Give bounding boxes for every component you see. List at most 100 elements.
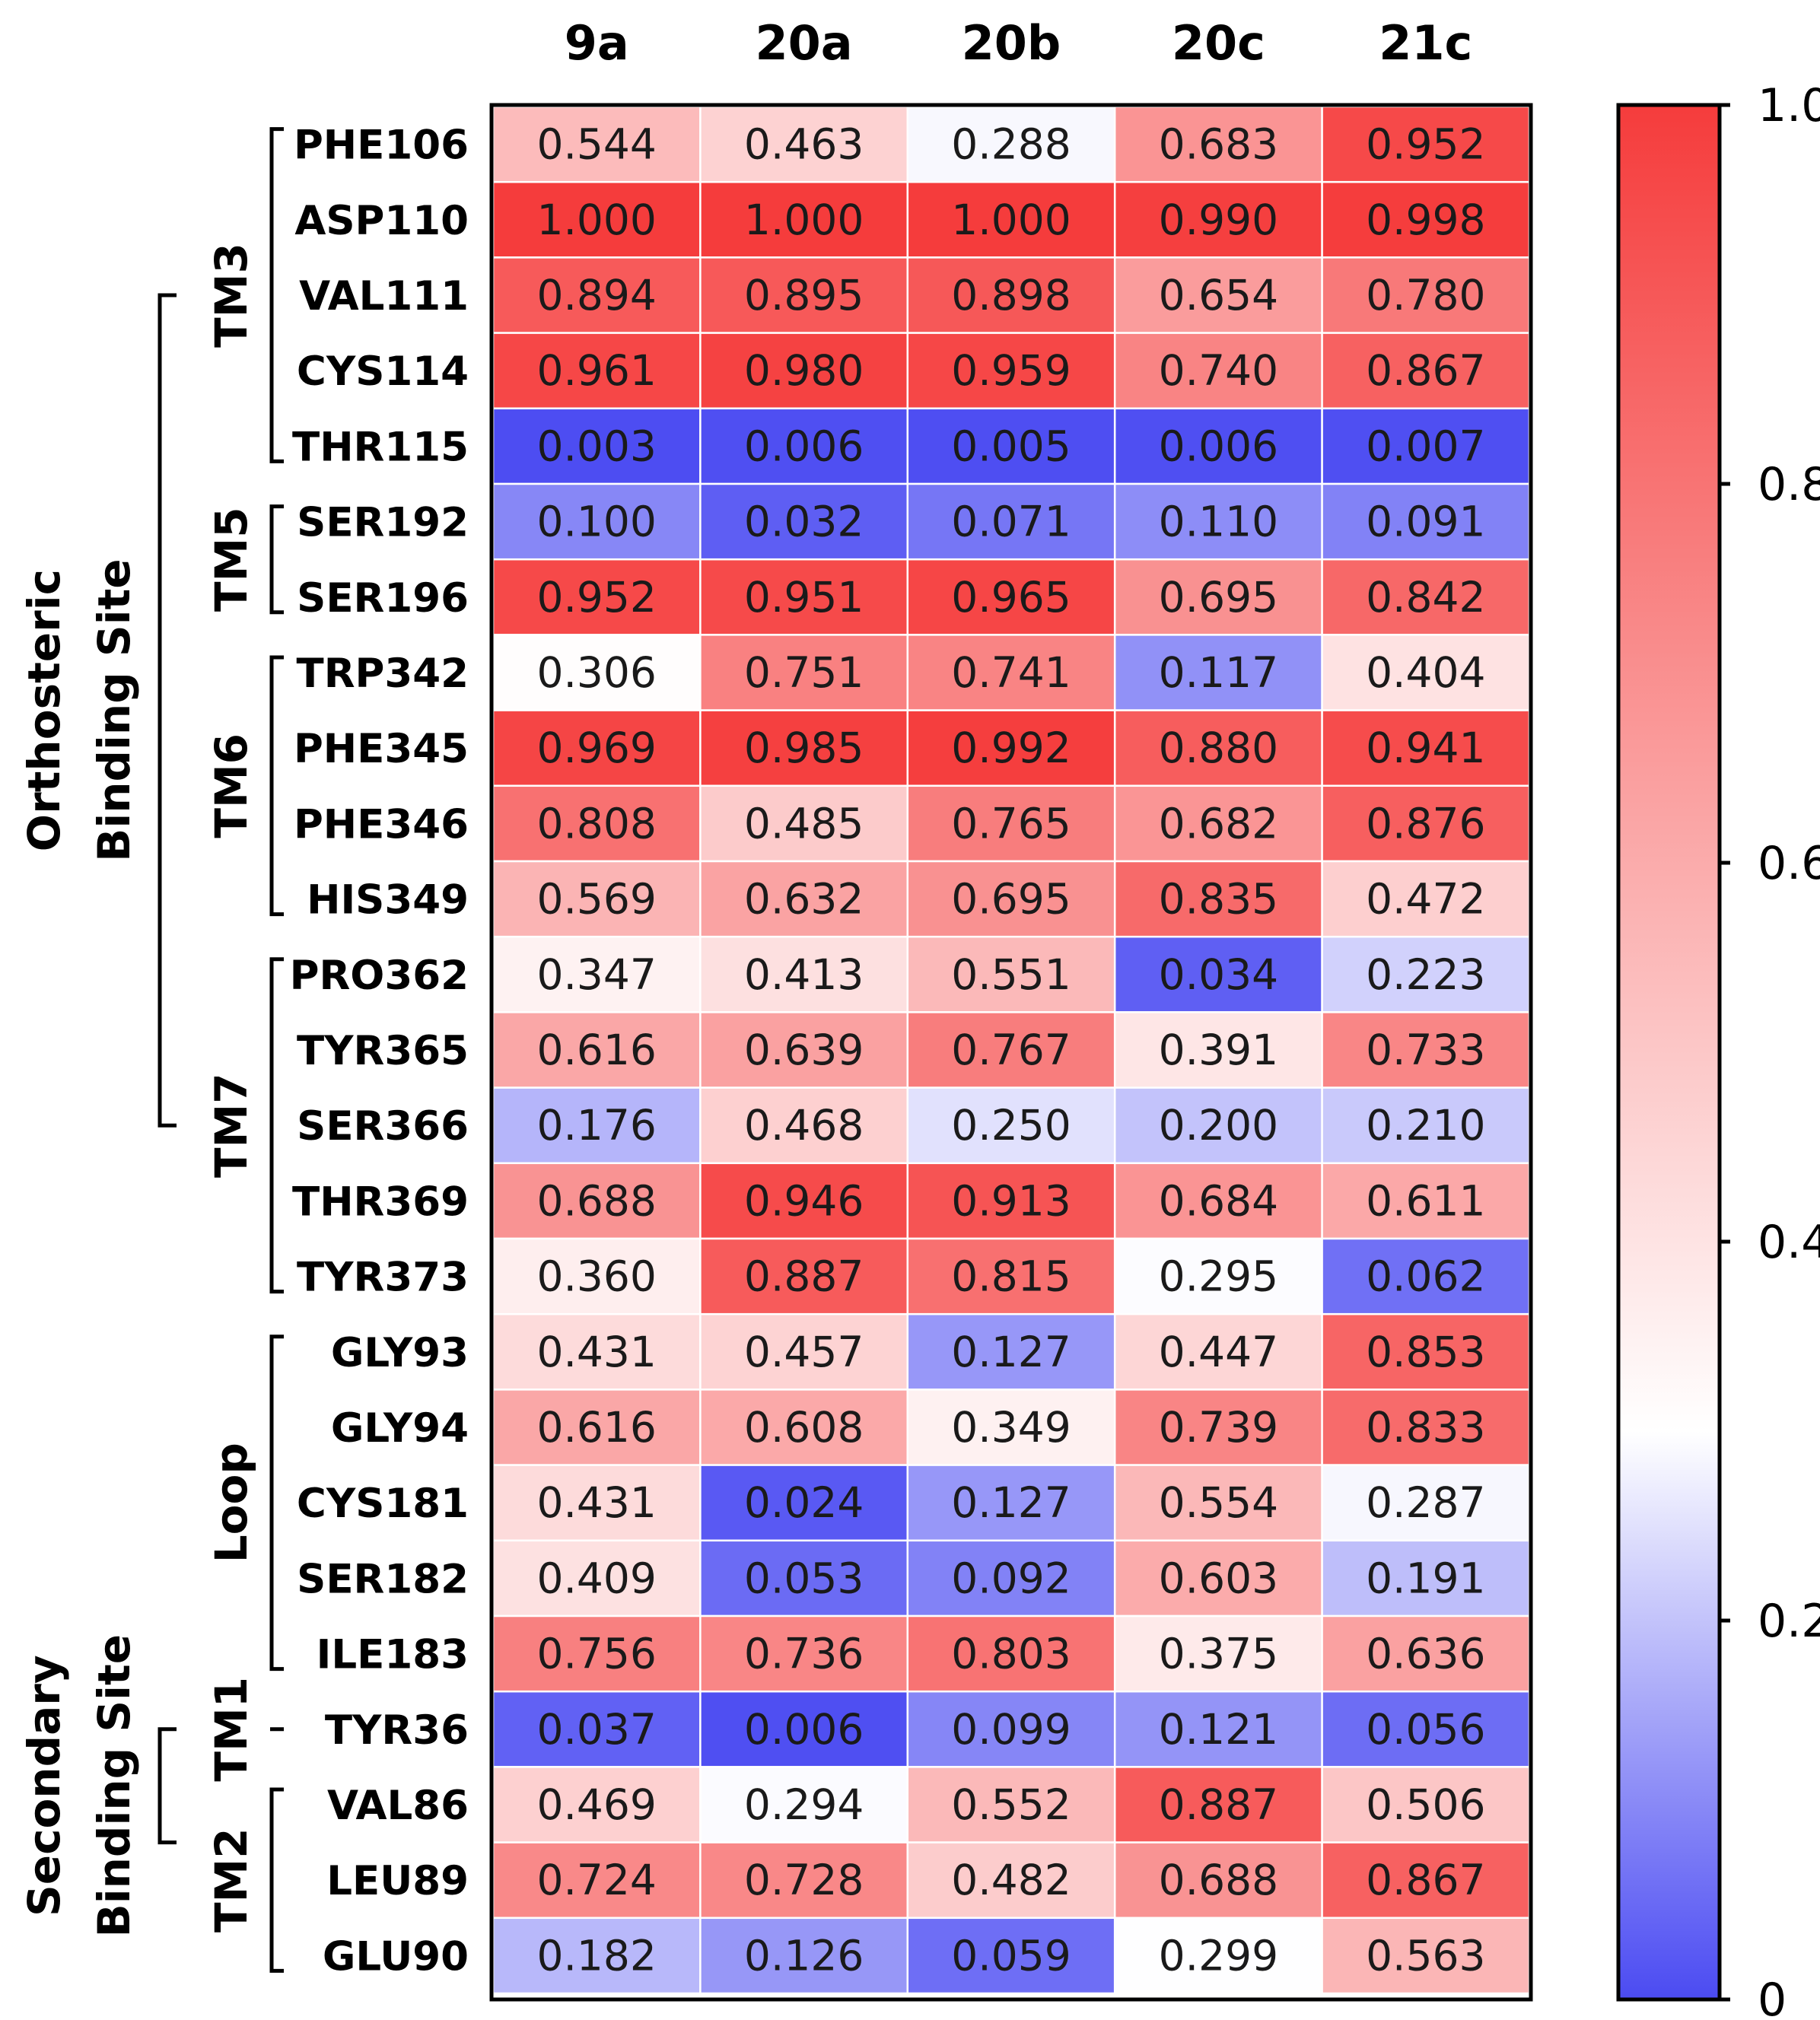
cell-value-tyr365-20b: 0.767 <box>951 1026 1071 1074</box>
group-label-tm1: TM1 <box>205 1677 257 1782</box>
group-label-tm3: TM3 <box>205 243 257 348</box>
cell-phe346-9a <box>492 784 702 863</box>
cell-value-asp110-21c: 0.998 <box>1366 196 1485 244</box>
column-label-20a: 20a <box>756 15 853 71</box>
row-label-ile183: ILE183 <box>317 1632 469 1678</box>
cell-value-phe106-20b: 0.288 <box>951 120 1071 169</box>
cell-glu90-9a <box>492 1917 702 1995</box>
cell-phe345-21c <box>1321 709 1531 787</box>
cell-value-trp342-20c: 0.117 <box>1159 648 1278 697</box>
colorbar-tick-label-0-6: 0.6 <box>1758 837 1820 890</box>
cell-value-glu90-20a: 0.126 <box>744 1931 864 1980</box>
colorbar-tick-label-0: 0 <box>1758 1974 1787 2020</box>
colorbar-tick-label-0-8: 0.8 <box>1758 458 1820 511</box>
cell-value-ser182-9a: 0.409 <box>536 1554 656 1602</box>
row-label-thr369: THR369 <box>292 1179 469 1225</box>
cell-value-cys114-20b: 0.959 <box>951 346 1071 395</box>
cell-value-gly94-20b: 0.349 <box>951 1403 1071 1452</box>
row-label-his349: HIS349 <box>307 877 469 924</box>
site-bracket-orthosteric <box>158 293 177 1128</box>
group-label-tm5: TM5 <box>205 507 257 612</box>
cell-value-ser366-9a: 0.176 <box>536 1101 656 1150</box>
cell-his349-21c <box>1321 860 1531 938</box>
cell-thr369-20c <box>1113 1162 1323 1240</box>
cell-tyr36-21c <box>1321 1690 1531 1768</box>
cell-value-his349-21c: 0.472 <box>1366 875 1485 924</box>
cell-value-phe345-21c: 0.941 <box>1366 724 1485 772</box>
row-label-ser182: SER182 <box>297 1556 469 1602</box>
cell-value-his349-20a: 0.632 <box>744 875 864 924</box>
cell-tyr373-20b <box>906 1237 1116 1315</box>
cell-value-thr369-9a: 0.688 <box>536 1176 656 1225</box>
cell-value-leu89-20b: 0.482 <box>951 1856 1071 1904</box>
cell-value-cys114-9a: 0.961 <box>536 346 656 395</box>
group-bracket-tm2 <box>269 1787 284 1973</box>
cell-value-ser182-21c: 0.191 <box>1366 1554 1485 1602</box>
cell-value-cys114-20c: 0.740 <box>1159 346 1278 395</box>
group-bracket-tm7 <box>269 957 284 1294</box>
column-label-9a: 9a <box>565 15 629 71</box>
cell-val111-20a <box>699 256 909 334</box>
cell-leu89-9a <box>492 1841 702 1920</box>
site-label-line2-orthosteric: Binding Site <box>88 558 140 862</box>
row-label-pro362: PRO362 <box>290 953 469 999</box>
row-label-phe345: PHE345 <box>294 726 469 772</box>
heatmap-cell-values: 0.544 0.463 0.288 0.683 0.952 1.000 1.000 1.000… <box>536 120 1485 1980</box>
site-label-secondary: Secondary <box>18 1655 70 1917</box>
cell-value-asp110-20c: 0.990 <box>1159 196 1278 244</box>
cell-value-val86-9a: 0.469 <box>536 1780 656 1829</box>
cell-value-his349-20b: 0.695 <box>951 875 1071 924</box>
cell-phe346-20b <box>906 784 1116 863</box>
site-bracket-secondary <box>158 1727 177 1845</box>
cell-value-gly94-20c: 0.739 <box>1159 1403 1278 1452</box>
cell-pro362-20c <box>1113 935 1323 1013</box>
cell-value-ser366-20b: 0.250 <box>951 1101 1071 1150</box>
cell-value-tyr373-20a: 0.887 <box>744 1252 864 1301</box>
cell-value-thr115-9a: 0.003 <box>536 421 656 470</box>
cell-value-ile183-20c: 0.375 <box>1159 1630 1278 1678</box>
cell-value-cys114-20a: 0.980 <box>744 346 864 395</box>
cell-ser366-20b <box>906 1086 1116 1165</box>
cell-ile183-21c <box>1321 1614 1531 1693</box>
cell-value-ile183-20b: 0.803 <box>951 1630 1071 1678</box>
cell-value-tyr36-20c: 0.121 <box>1159 1705 1278 1754</box>
cell-value-tyr36-21c: 0.056 <box>1366 1705 1485 1754</box>
cell-value-tyr373-20c: 0.295 <box>1159 1252 1278 1301</box>
cell-value-ser192-21c: 0.091 <box>1366 498 1485 546</box>
cell-value-leu89-21c: 0.867 <box>1366 1856 1485 1904</box>
cell-value-tyr365-9a: 0.616 <box>536 1026 656 1074</box>
cell-ser366-20a <box>699 1086 909 1165</box>
cell-value-trp342-20b: 0.741 <box>951 648 1071 697</box>
cell-value-ile183-9a: 0.756 <box>536 1630 656 1678</box>
cell-cys114-20a <box>699 332 909 410</box>
cell-gly94-20b <box>906 1389 1116 1466</box>
cell-value-ser182-20b: 0.092 <box>951 1554 1071 1602</box>
cell-value-ser192-20a: 0.032 <box>744 498 864 546</box>
cell-ser366-21c <box>1321 1086 1531 1165</box>
cell-value-val111-20a: 0.895 <box>744 271 864 320</box>
cell-his349-20c <box>1113 860 1323 938</box>
cell-value-tyr365-20c: 0.391 <box>1159 1026 1278 1074</box>
cell-value-tyr373-20b: 0.815 <box>951 1252 1071 1301</box>
site-label-line2-secondary: Binding Site <box>88 1634 140 1938</box>
group-bracket-tm3 <box>269 127 284 463</box>
cell-thr115-9a <box>492 407 702 485</box>
cell-value-gly93-21c: 0.853 <box>1366 1328 1485 1376</box>
cell-val86-20a <box>699 1766 909 1843</box>
cell-value-ser196-20c: 0.695 <box>1159 573 1278 622</box>
row-label-ser192: SER192 <box>297 500 469 546</box>
cell-thr369-21c <box>1321 1162 1531 1240</box>
cell-ser366-9a <box>492 1086 702 1165</box>
row-label-gly93: GLY93 <box>331 1330 469 1376</box>
cell-value-ser196-9a: 0.952 <box>536 573 656 622</box>
cell-phe106-9a <box>492 105 702 183</box>
cell-ser192-20b <box>906 482 1116 561</box>
colorbar-gradient <box>1616 103 1722 2002</box>
cell-gly93-21c <box>1321 1312 1531 1391</box>
cell-value-phe106-21c: 0.952 <box>1366 120 1485 169</box>
row-label-phe346: PHE346 <box>294 801 469 848</box>
group-brackets: TM3 TM5 TM6 TM7 Loop TM1 TM2 <box>205 127 284 1973</box>
row-label-gly94: GLY94 <box>331 1405 469 1452</box>
cell-value-thr115-20c: 0.006 <box>1159 421 1278 470</box>
